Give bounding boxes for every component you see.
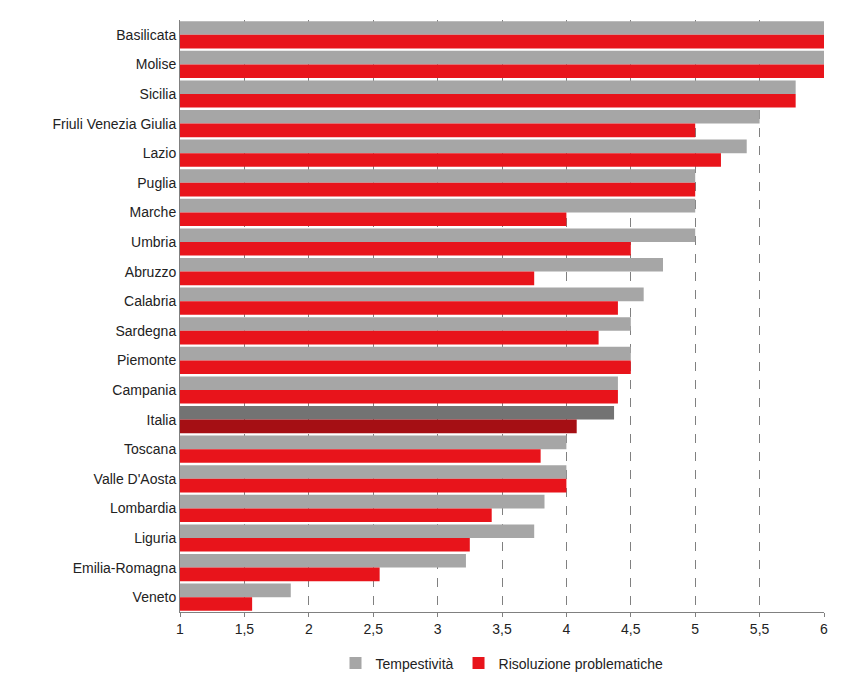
svg-text:Lazio: Lazio — [143, 145, 177, 161]
svg-text:Puglia: Puglia — [137, 175, 176, 191]
svg-text:Sicilia: Sicilia — [140, 86, 177, 102]
svg-text:Piemonte: Piemonte — [117, 352, 176, 368]
svg-text:Valle D'Aosta: Valle D'Aosta — [94, 471, 177, 487]
svg-text:4: 4 — [563, 621, 571, 637]
svg-text:Friuli Venezia Giulia: Friuli Venezia Giulia — [52, 116, 176, 132]
svg-text:Liguria: Liguria — [134, 530, 176, 546]
svg-text:Tempestività: Tempestività — [376, 656, 454, 672]
svg-text:Sardegna: Sardegna — [115, 323, 176, 339]
svg-text:Lombardia: Lombardia — [110, 500, 176, 516]
svg-text:Abruzzo: Abruzzo — [125, 264, 177, 280]
svg-text:3: 3 — [434, 621, 442, 637]
svg-text:Basilicata: Basilicata — [116, 27, 176, 43]
svg-text:5: 5 — [691, 621, 699, 637]
svg-text:Italia: Italia — [147, 412, 177, 428]
svg-text:1,5: 1,5 — [235, 621, 255, 637]
svg-text:2,5: 2,5 — [363, 621, 383, 637]
svg-text:Risoluzione problematiche: Risoluzione problematiche — [499, 656, 663, 672]
svg-text:2: 2 — [305, 621, 313, 637]
svg-text:6: 6 — [820, 621, 828, 637]
svg-text:Campania: Campania — [112, 382, 176, 398]
svg-text:Calabria: Calabria — [124, 293, 176, 309]
svg-text:Molise: Molise — [136, 56, 177, 72]
svg-text:5,5: 5,5 — [750, 621, 770, 637]
svg-text:3,5: 3,5 — [492, 621, 512, 637]
svg-text:Emilia-Romagna: Emilia-Romagna — [73, 560, 177, 576]
svg-text:Umbria: Umbria — [131, 234, 176, 250]
svg-text:1: 1 — [176, 621, 184, 637]
svg-text:Toscana: Toscana — [124, 441, 176, 457]
svg-text:4,5: 4,5 — [621, 621, 641, 637]
svg-text:Marche: Marche — [130, 204, 177, 220]
svg-text:Veneto: Veneto — [133, 589, 177, 605]
